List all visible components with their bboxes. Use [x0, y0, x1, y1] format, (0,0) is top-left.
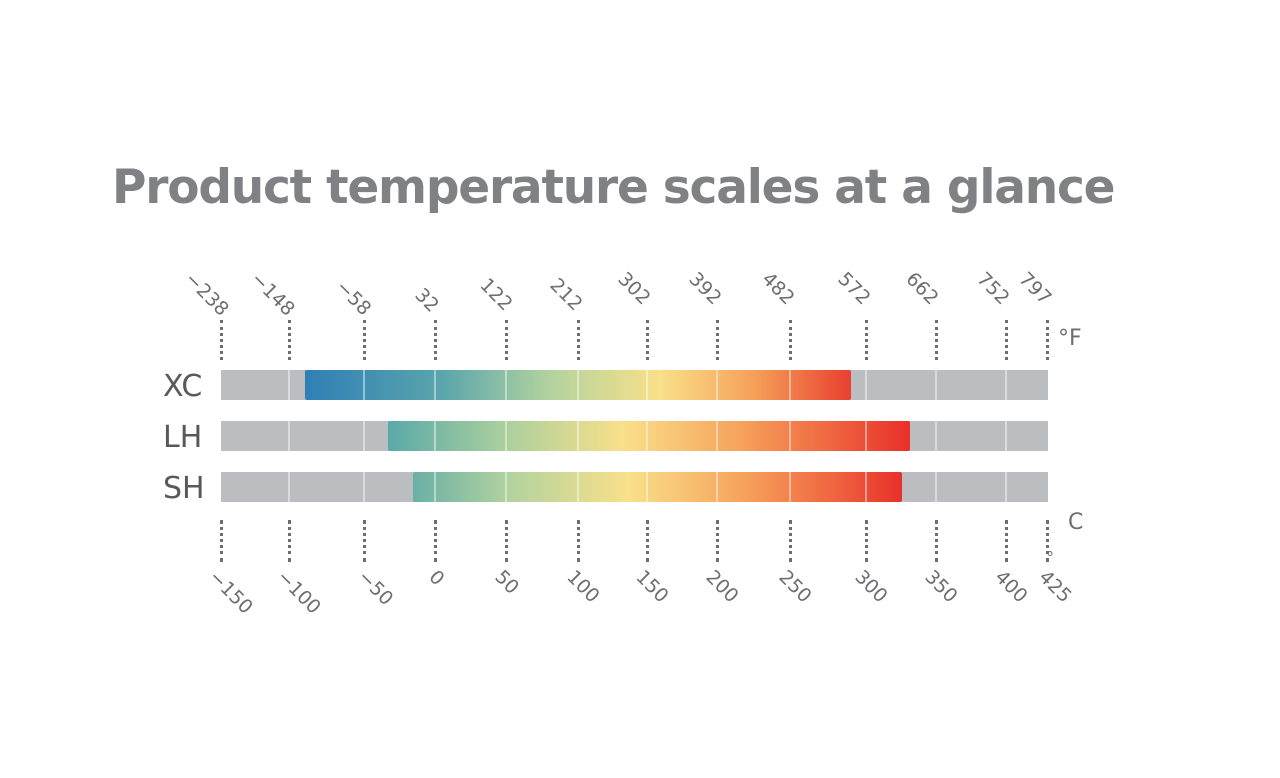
bar-range-sh — [413, 472, 902, 502]
f-tick-label: −238 — [180, 268, 233, 321]
f-tick-label: 122 — [475, 274, 517, 316]
f-tick-line — [935, 320, 938, 360]
gridline — [865, 370, 867, 502]
c-tick-label: 425 — [1034, 566, 1076, 608]
bar-track-sh — [221, 472, 1048, 502]
c-tick-line — [789, 520, 792, 562]
c-tick-line — [434, 520, 437, 562]
row-label-lh: LH — [163, 420, 203, 455]
c-tick-line — [288, 520, 291, 562]
bar-range-lh — [388, 421, 910, 451]
chart-title: Product temperature scales at a glance — [112, 160, 1116, 215]
f-tick-line — [789, 320, 792, 360]
c-tick-line — [935, 520, 938, 562]
gridline — [935, 370, 937, 502]
f-tick-label: 662 — [901, 268, 943, 310]
c-tick-label: 400 — [990, 566, 1032, 608]
c-tick-label: 0 — [424, 566, 449, 591]
bar-track-xc — [221, 370, 1048, 400]
c-tick-line — [1046, 520, 1049, 562]
c-tick-line — [716, 520, 719, 562]
c-tick-line — [865, 520, 868, 562]
row-label-sh: SH — [163, 471, 205, 506]
c-tick-line — [1005, 520, 1008, 562]
c-tick-label: 100 — [562, 566, 604, 608]
gridline — [363, 370, 365, 502]
f-tick-line — [577, 320, 580, 360]
gridline — [434, 370, 436, 502]
f-tick-line — [1005, 320, 1008, 360]
f-tick-label: 302 — [613, 268, 655, 310]
bar-range-xc — [305, 370, 851, 400]
c-tick-label: −150 — [204, 566, 257, 619]
c-tick-label: 350 — [920, 566, 962, 608]
celsius-unit-label: C — [1068, 510, 1084, 535]
f-tick-label: −148 — [246, 268, 299, 321]
f-tick-line — [288, 320, 291, 360]
gridline — [577, 370, 579, 502]
fahrenheit-unit-label: °F — [1058, 326, 1082, 351]
gridline — [505, 370, 507, 502]
f-tick-label: 752 — [972, 268, 1014, 310]
f-tick-line — [716, 320, 719, 360]
f-tick-label: 212 — [545, 274, 587, 316]
f-tick-line — [646, 320, 649, 360]
celsius-degree-mark: ° — [1046, 548, 1054, 567]
c-tick-label: 250 — [774, 566, 816, 608]
f-tick-label: −58 — [331, 276, 376, 320]
c-tick-label: 50 — [490, 566, 524, 599]
c-tick-label: −50 — [353, 566, 398, 610]
c-tick-line — [577, 520, 580, 562]
f-tick-label: 32 — [410, 284, 444, 317]
c-tick-label: 150 — [631, 566, 673, 608]
c-tick-line — [646, 520, 649, 562]
gridline — [789, 370, 791, 502]
gridline — [646, 370, 648, 502]
c-tick-line — [363, 520, 366, 562]
gridline — [1005, 370, 1007, 502]
f-tick-line — [1046, 320, 1049, 360]
c-tick-label: −100 — [272, 566, 325, 619]
c-tick-label: 200 — [701, 566, 743, 608]
f-tick-line — [363, 320, 366, 360]
f-tick-label: 572 — [833, 268, 875, 310]
f-tick-label: 392 — [684, 268, 726, 310]
row-label-xc: XC — [163, 369, 203, 404]
gridline — [288, 370, 290, 502]
c-tick-line — [505, 520, 508, 562]
f-tick-line — [505, 320, 508, 360]
gridline — [716, 370, 718, 502]
f-tick-label: 797 — [1014, 268, 1056, 310]
f-tick-label: 482 — [757, 268, 799, 310]
f-tick-line — [220, 320, 223, 360]
c-tick-label: 300 — [850, 566, 892, 608]
bar-track-lh — [221, 421, 1048, 451]
c-tick-line — [220, 520, 223, 562]
f-tick-line — [865, 320, 868, 360]
f-tick-line — [434, 320, 437, 360]
